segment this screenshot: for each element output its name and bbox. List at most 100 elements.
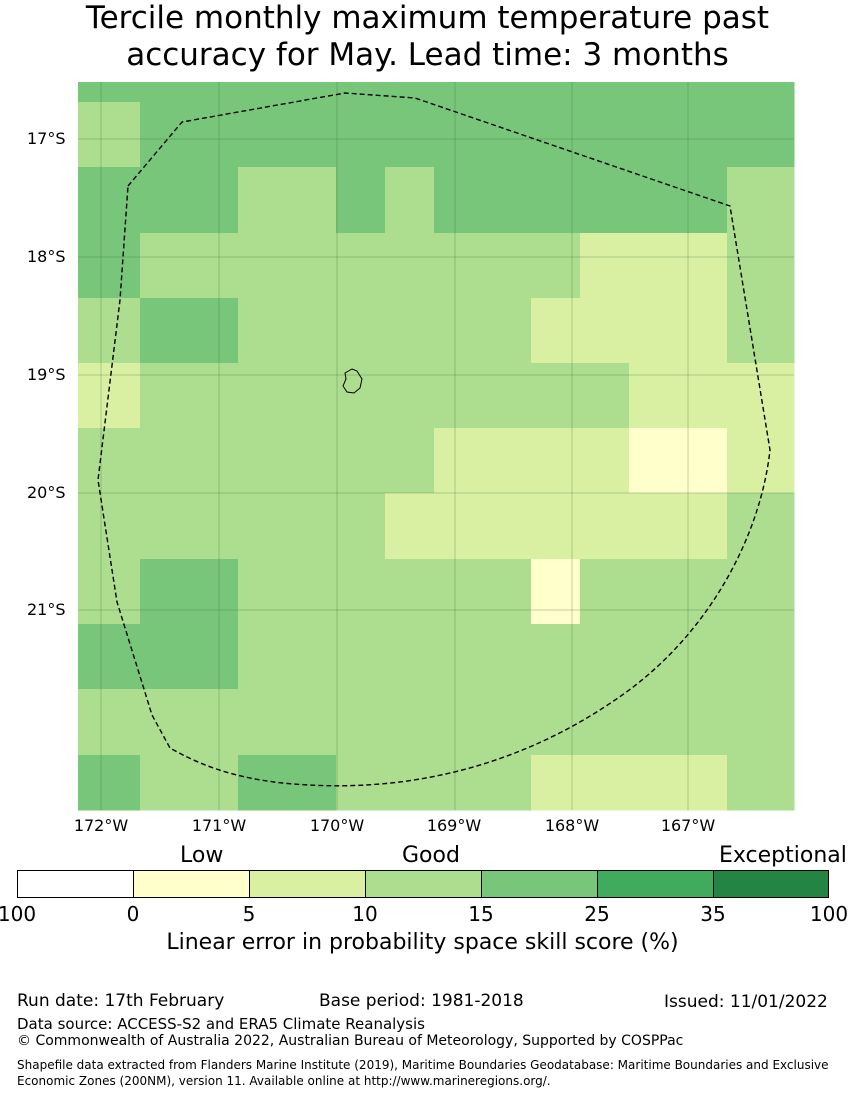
map-cell bbox=[336, 102, 386, 168]
map-cell bbox=[531, 755, 581, 811]
map-cell bbox=[238, 82, 337, 103]
map-cell bbox=[434, 689, 483, 756]
map-cell bbox=[629, 102, 728, 168]
map-cell bbox=[727, 624, 795, 690]
map-cell bbox=[629, 755, 728, 811]
map-grid-cells bbox=[78, 82, 795, 811]
map-cell bbox=[336, 493, 386, 560]
map-cell bbox=[140, 428, 239, 494]
run-date: Run date: 17th February bbox=[17, 991, 225, 1011]
map-cell bbox=[629, 233, 728, 299]
lat-tick-19s: 19°S bbox=[27, 365, 66, 384]
map-cell bbox=[336, 689, 386, 756]
lon-tick-170w: 170°W bbox=[309, 816, 365, 835]
lat-tick-18s: 18°S bbox=[27, 247, 66, 266]
map-cell bbox=[629, 363, 728, 429]
map-cell bbox=[482, 559, 532, 625]
colorbar-tick: 10 bbox=[352, 902, 378, 926]
map-cell bbox=[727, 233, 795, 299]
map-cell bbox=[140, 102, 239, 168]
map-cell bbox=[727, 428, 795, 494]
colorbar-swatch bbox=[17, 870, 134, 898]
map-cell bbox=[336, 298, 386, 364]
map-cell bbox=[336, 363, 386, 429]
issued-date: Issued: 11/01/2022 bbox=[664, 992, 828, 1012]
map-cell bbox=[336, 624, 386, 690]
map-cell bbox=[580, 82, 630, 103]
map-cell bbox=[482, 82, 532, 103]
data-source: Data source: ACCESS-S2 and ERA5 Climate … bbox=[17, 1015, 425, 1033]
map-cell bbox=[727, 559, 795, 625]
map-cell bbox=[78, 298, 141, 364]
skill-map bbox=[78, 82, 795, 811]
map-cell bbox=[727, 689, 795, 756]
map-cell bbox=[336, 233, 386, 299]
map-cell bbox=[140, 689, 239, 756]
map-cell bbox=[385, 82, 435, 103]
map-cell bbox=[238, 493, 337, 560]
map-cell bbox=[434, 82, 483, 103]
map-cell bbox=[482, 167, 532, 234]
map-cell bbox=[727, 102, 795, 168]
map-cell bbox=[336, 559, 386, 625]
lon-tick-172w: 172°W bbox=[73, 816, 129, 835]
map-cell bbox=[482, 298, 532, 364]
map-cell bbox=[385, 689, 435, 756]
map-cell bbox=[140, 82, 239, 103]
map-cell bbox=[727, 755, 795, 811]
map-cell bbox=[580, 428, 630, 494]
map-cell bbox=[482, 624, 532, 690]
map-cell bbox=[531, 363, 581, 429]
colorbar-swatch bbox=[249, 870, 366, 898]
map-cell bbox=[336, 755, 386, 811]
lat-tick-17s: 17°S bbox=[27, 129, 66, 148]
map-cell bbox=[140, 167, 239, 234]
map-cell bbox=[629, 559, 728, 625]
colorbar-swatch bbox=[365, 870, 482, 898]
map-cell bbox=[238, 624, 337, 690]
colorbar-swatch bbox=[133, 870, 250, 898]
map-cell bbox=[336, 82, 386, 103]
map-cell bbox=[434, 493, 483, 560]
map-cell bbox=[531, 167, 581, 234]
colorbar-tick: 35 bbox=[700, 902, 726, 926]
map-cell bbox=[580, 102, 630, 168]
map-cell bbox=[531, 82, 581, 103]
map-cell bbox=[140, 233, 239, 299]
map-cell bbox=[78, 559, 141, 625]
map-cell bbox=[434, 233, 483, 299]
map-cell bbox=[434, 624, 483, 690]
map-cell bbox=[727, 167, 795, 234]
map-cell bbox=[580, 559, 630, 625]
map-cell bbox=[531, 689, 581, 756]
colorbar-swatch bbox=[713, 870, 829, 898]
map-cell bbox=[78, 689, 141, 756]
map-cell bbox=[78, 755, 141, 811]
map-cell bbox=[78, 363, 141, 429]
map-cell bbox=[434, 428, 483, 494]
map-cell bbox=[580, 363, 630, 429]
lon-tick-169w: 169°W bbox=[426, 816, 482, 835]
map-cell bbox=[385, 298, 435, 364]
map-cell bbox=[629, 493, 728, 560]
map-cell bbox=[238, 167, 337, 234]
chart-title: Tercile monthly maximum temperature past… bbox=[0, 0, 855, 74]
map-cell bbox=[238, 363, 337, 429]
colorbar-tick: 25 bbox=[584, 902, 610, 926]
map-cell bbox=[531, 624, 581, 690]
legend-category-low: Low bbox=[180, 843, 224, 868]
map-cell bbox=[482, 363, 532, 429]
map-cell bbox=[629, 624, 728, 690]
map-cell bbox=[727, 493, 795, 560]
map-cell bbox=[434, 755, 483, 811]
map-cell bbox=[78, 428, 141, 494]
colorbar-tick: 5 bbox=[242, 902, 256, 926]
legend-category-good: Good bbox=[402, 843, 460, 868]
map-cell bbox=[434, 167, 483, 234]
map-cell bbox=[629, 82, 728, 103]
map-cell bbox=[531, 559, 581, 625]
map-cell bbox=[580, 493, 630, 560]
map-cell bbox=[78, 167, 141, 234]
map-cell bbox=[78, 82, 141, 103]
colorbar-tick: 100 bbox=[0, 902, 37, 926]
